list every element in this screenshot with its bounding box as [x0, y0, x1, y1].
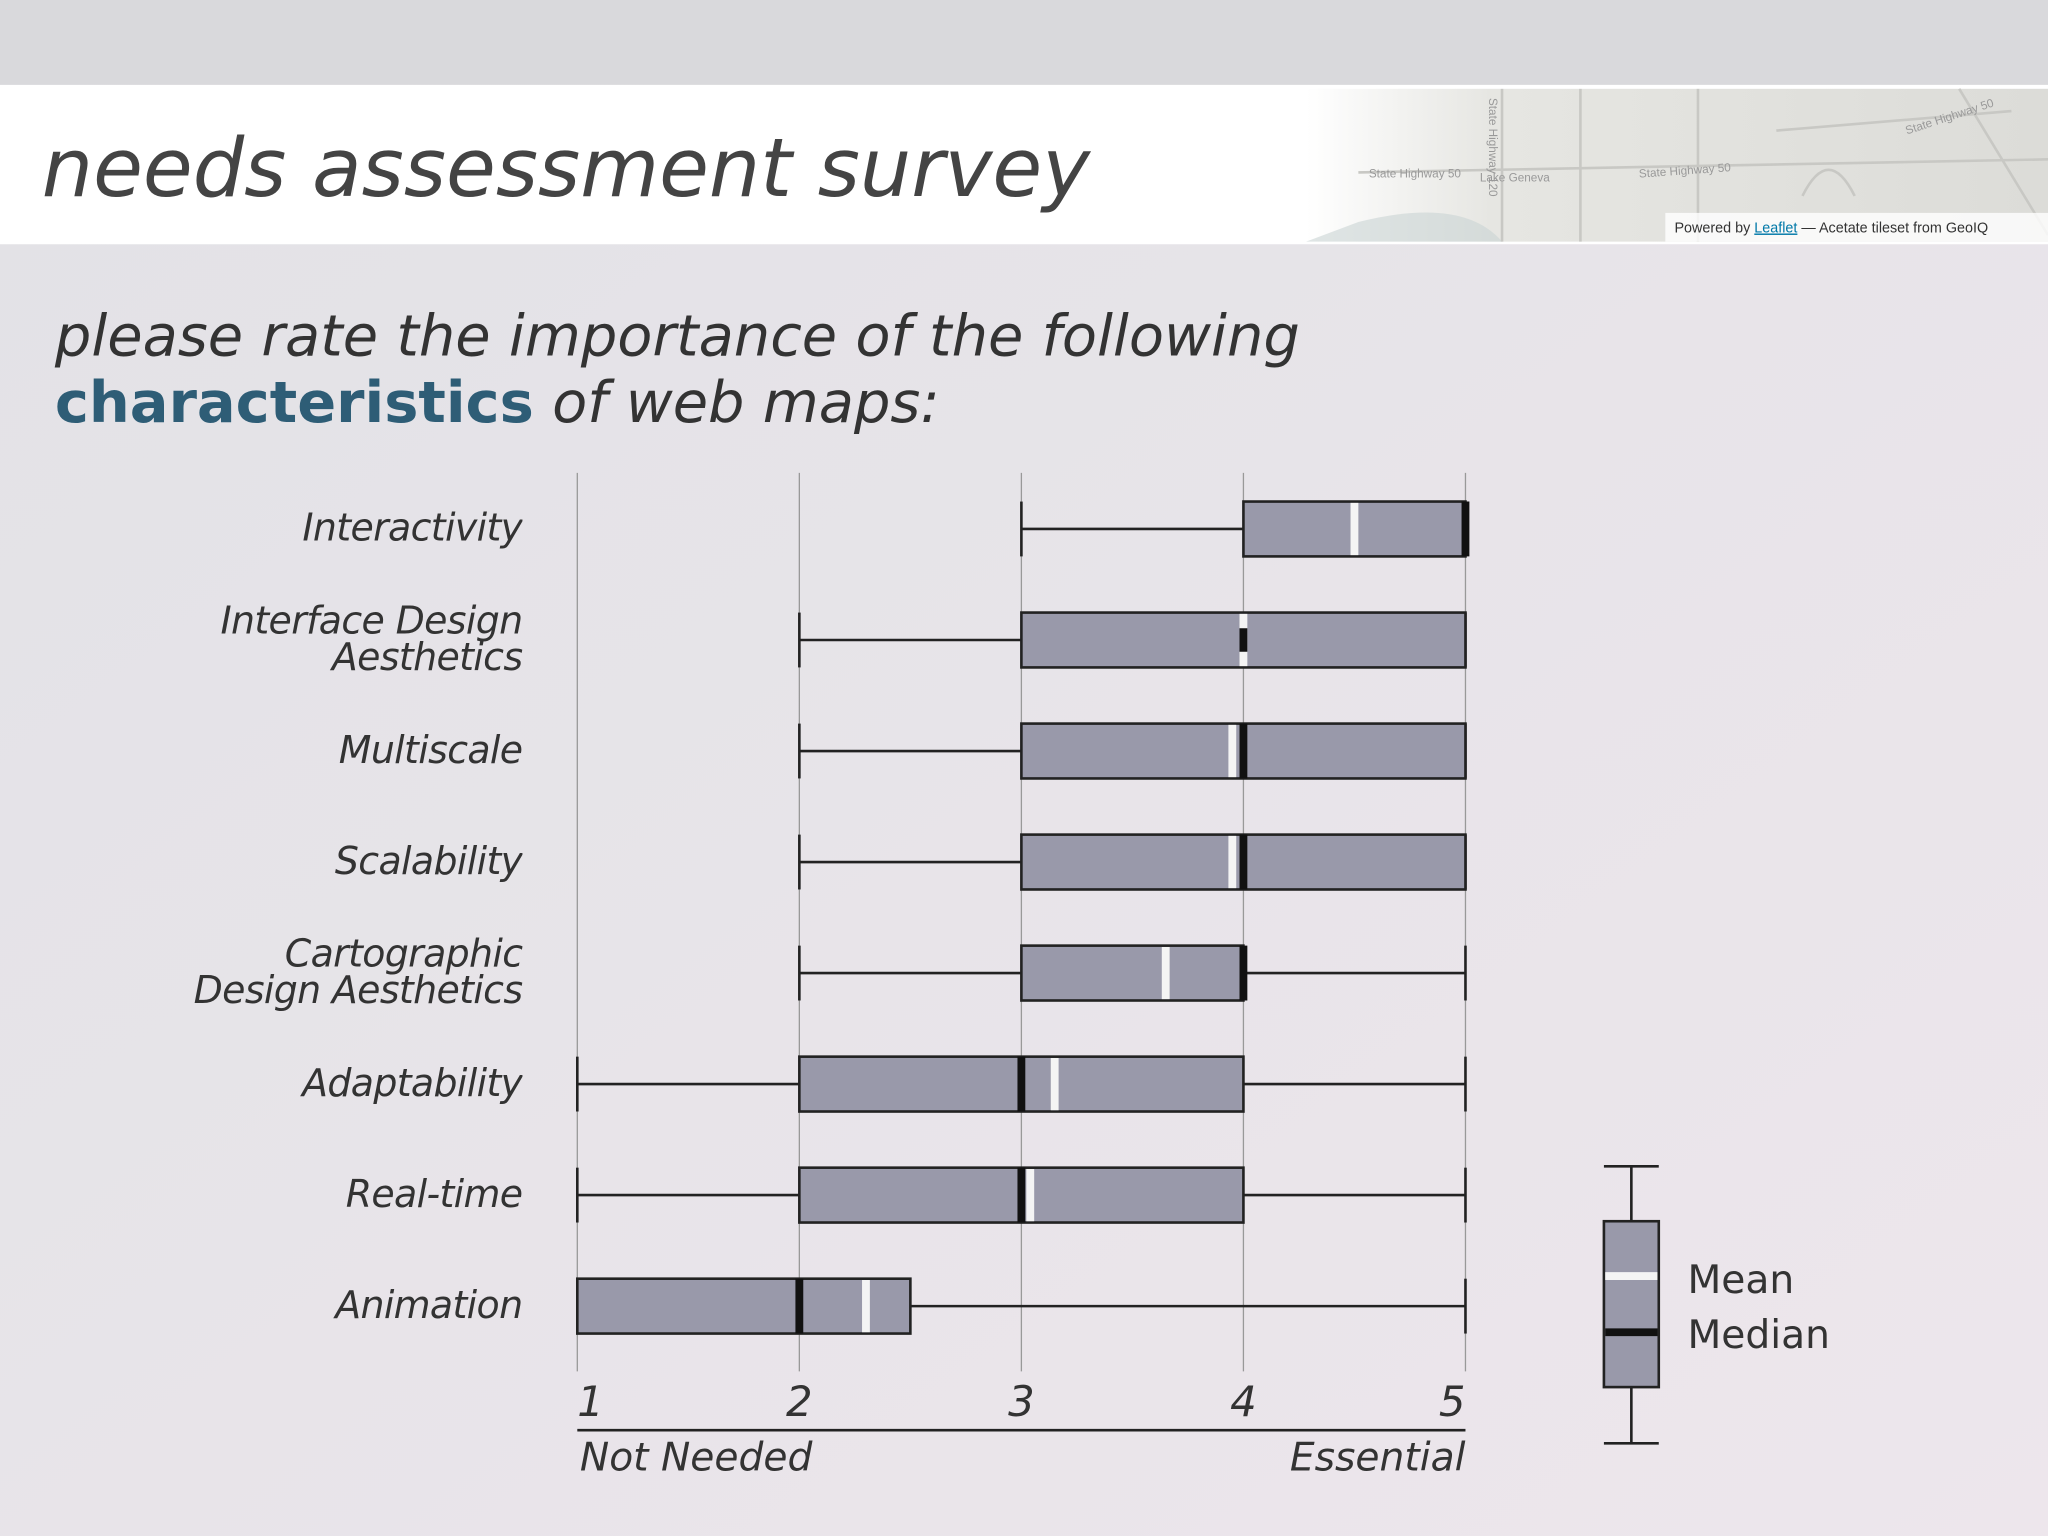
attribution: Powered by Leaflet — Acetate tileset fro… [1674, 220, 1988, 236]
x-tick-label: 4 [1230, 1377, 1257, 1426]
legend-median-label: Median [1688, 1313, 1830, 1358]
category-label: Animation [335, 1282, 523, 1328]
title: needs assessment survey [42, 122, 1091, 216]
category-label-box: Cartographic Design Aesthetics [193, 931, 523, 1013]
category-label: Cartographic Design Aesthetics [193, 931, 523, 1013]
legend-mean-label: Mean [1688, 1258, 1795, 1303]
x-tick-label: 5 [1439, 1377, 1466, 1426]
x-tick-label: 1 [577, 1377, 604, 1426]
category-label: Multiscale [338, 727, 523, 773]
lake [1306, 212, 1503, 242]
category-label: Interface Design Aesthetics [220, 598, 523, 680]
category-label: Interactivity [302, 505, 523, 551]
category-label-box: Multiscale [338, 727, 523, 773]
category-label-box: Scalability [334, 838, 523, 884]
x-tick-label: 2 [786, 1377, 813, 1426]
emphasis: characteristics [55, 369, 534, 436]
map: Powered by Leaflet — Acetate tileset fro… [1306, 88, 2048, 242]
x-tick-label: 3 [1008, 1377, 1035, 1426]
map-label: State Highway 50 [1369, 168, 1462, 181]
map-label: Lake Geneva [1480, 172, 1550, 185]
map-label: State Highway 50 [1638, 161, 1731, 180]
top-band [0, 0, 2048, 85]
box [1020, 944, 1245, 1002]
x-label-right: Essential [1290, 1436, 1466, 1481]
legend: Mean Median [1602, 1165, 1830, 1445]
category-label-box: Animation [335, 1282, 523, 1328]
legend-box [1602, 1219, 1661, 1389]
leaflet-link[interactable]: Leaflet [1754, 220, 1797, 236]
subtitle: please rate the importance of the follow… [54, 302, 1300, 369]
map-label: State Highway 120 [1486, 98, 1499, 197]
category-label: Real-time [345, 1171, 523, 1217]
subtitle-line-2: characteristics of web maps: [55, 369, 940, 436]
category-label: Scalability [334, 838, 523, 884]
subtitle-end: of web maps: [552, 369, 940, 436]
category-label-box: Interactivity [302, 505, 523, 551]
attribution-box [1665, 212, 2048, 242]
category-label: Adaptability [302, 1060, 523, 1106]
category-label-box: Adaptability [302, 1060, 523, 1106]
x-label-left: Not Needed [580, 1436, 814, 1481]
box-plot: 1 2 3 4 5 Not Needed Essential Interactivity Int… [193, 472, 1830, 1481]
box [576, 1277, 912, 1335]
category-label-box: Real-time [345, 1171, 523, 1217]
category-label-box: Interface Design Aesthetics [220, 598, 523, 680]
roads [1358, 88, 2048, 242]
